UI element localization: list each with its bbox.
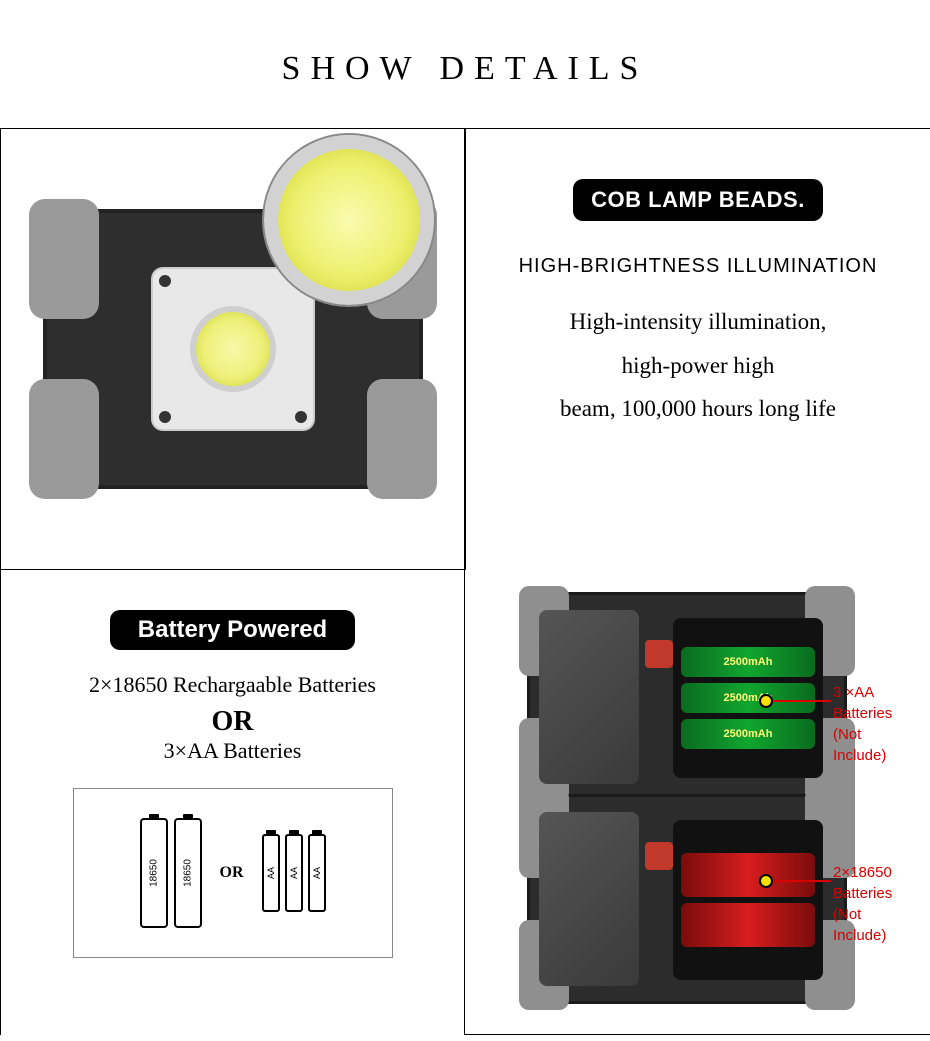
- device-lid: [539, 812, 639, 986]
- aa-cell: [681, 647, 815, 677]
- callout-line: (Not Include): [833, 904, 914, 946]
- lamp-corner: [29, 199, 99, 319]
- cob-line: high-power high: [496, 344, 900, 388]
- cob-led-icon: [190, 306, 276, 392]
- battery-aa-icon: AA: [262, 834, 280, 912]
- screw-icon: [159, 411, 171, 423]
- cob-line: beam, 100,000 hours long life: [496, 387, 900, 431]
- aa-cell: [681, 683, 815, 713]
- battery-aa-icon: AA: [285, 834, 303, 912]
- callout-dot-icon: [759, 874, 773, 888]
- screw-icon: [159, 275, 171, 287]
- cob-body: High-intensity illumination, high-power …: [496, 300, 900, 431]
- battery-18650-icon: 18650: [140, 818, 168, 928]
- cell-cob-text: COB LAMP BEADS. HIGH-BRIGHTNESS ILLUMINA…: [465, 129, 930, 570]
- callout-dot-icon: [759, 694, 773, 708]
- aa-cell: [681, 719, 815, 749]
- battery-photo-stack: 3 ×AA Batteries (Not Include) 2×18650: [481, 586, 914, 1018]
- battery-line2: 3×AA Batteries: [21, 738, 444, 764]
- cob-line: High-intensity illumination,: [496, 300, 900, 344]
- callout-line: 3 ×AA Batteries: [833, 682, 914, 724]
- cob-led-zoom-icon: [264, 135, 434, 305]
- battery-18650-icon: 18650: [174, 818, 202, 928]
- battery-or: OR: [21, 706, 444, 738]
- battery-diagram: 18650 18650 OR AA AA AA: [73, 788, 393, 958]
- li-battery-bay: [673, 820, 823, 980]
- cell-product-front: [0, 129, 465, 570]
- cob-subheading: HIGH-BRIGHTNESS ILLUMINATION: [496, 255, 900, 278]
- battery-aa-icon: AA: [308, 834, 326, 912]
- callout-line: (Not Include): [833, 724, 914, 766]
- cob-badge: COB LAMP BEADS.: [573, 179, 823, 221]
- device-back-18650: [527, 794, 847, 1004]
- device-back-aa: [527, 592, 847, 802]
- li-cell: [681, 903, 815, 947]
- power-button-icon: [645, 842, 673, 870]
- diagram-or: OR: [220, 864, 244, 882]
- callout-leader: [773, 700, 831, 702]
- lamp-corner: [29, 379, 99, 499]
- battery-line1: 2×18650 Rechargaable Batteries: [21, 672, 444, 698]
- screw-icon: [295, 411, 307, 423]
- callout-18650: 2×18650 Batteries (Not Include): [833, 862, 914, 946]
- lamp-led-plate: [153, 269, 313, 429]
- callout-aa: 3 ×AA Batteries (Not Include): [833, 682, 914, 766]
- details-grid: COB LAMP BEADS. HIGH-BRIGHTNESS ILLUMINA…: [0, 128, 930, 1035]
- product-front-illustration: [1, 129, 464, 569]
- callout-line: 2×18650 Batteries: [833, 862, 914, 904]
- li-cell: [681, 853, 815, 897]
- callout-leader: [773, 880, 831, 882]
- cell-battery-text: Battery Powered 2×18650 Rechargaable Bat…: [0, 570, 465, 1035]
- battery-badge: Battery Powered: [110, 610, 355, 650]
- power-button-icon: [645, 640, 673, 668]
- aa-battery-bay: [673, 618, 823, 778]
- device-lid: [539, 610, 639, 784]
- page-title: SHOW DETAILS: [0, 0, 930, 128]
- lamp-corner: [367, 379, 437, 499]
- cell-battery-photo: 3 ×AA Batteries (Not Include) 2×18650: [465, 570, 930, 1035]
